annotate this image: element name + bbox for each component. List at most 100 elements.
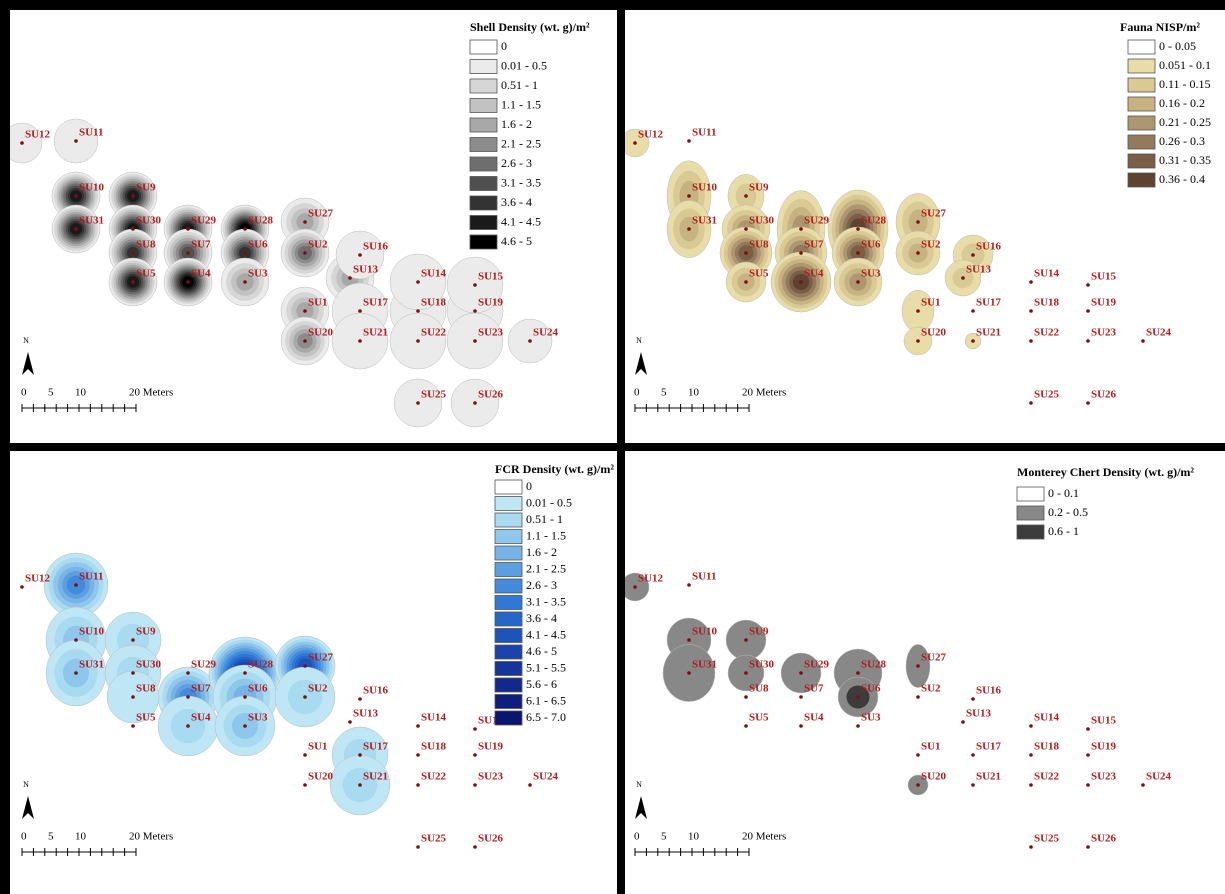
site-marker: [1141, 339, 1145, 343]
site-label: SU19: [478, 297, 504, 309]
legend-swatch: [469, 215, 498, 230]
site-marker: [473, 753, 477, 757]
site-marker: [74, 583, 78, 587]
legend-label: 0.51 - 1: [526, 512, 563, 526]
site-marker: [856, 671, 860, 675]
legend-label: 0.16 - 0.2: [1159, 96, 1205, 110]
site-marker: [799, 227, 803, 231]
site-marker: [744, 227, 748, 231]
site-label: SU1: [308, 741, 328, 753]
site-label: SU7: [804, 239, 824, 251]
legend-label: 0.36 - 0.4: [1159, 172, 1205, 186]
site-marker: [348, 276, 352, 280]
site-marker: [856, 695, 860, 699]
site-label: SU29: [191, 659, 217, 671]
site-label: SU16: [363, 241, 389, 253]
site-marker: [856, 724, 860, 728]
site-marker: [358, 309, 362, 313]
site-label: SU8: [136, 239, 156, 251]
site-marker: [186, 280, 190, 284]
site-marker: [131, 227, 135, 231]
legend-swatch: [494, 479, 523, 495]
site-label: SU25: [421, 833, 447, 845]
legend-label: 1.1 - 1.5: [501, 97, 541, 111]
legend-swatch: [494, 562, 523, 577]
site-marker: [473, 283, 477, 287]
site-marker: [243, 671, 247, 675]
site-label: SU12: [638, 573, 664, 585]
legend-swatch: [1127, 77, 1156, 93]
site-label: SU9: [136, 182, 156, 194]
legend-label: 1.1 - 1.5: [526, 528, 566, 542]
site-marker: [243, 251, 247, 255]
legend-swatch: [1127, 58, 1156, 74]
legend-swatch: [494, 644, 523, 660]
legend-swatch: [494, 628, 523, 643]
site-label: SU10: [79, 182, 105, 194]
legend-swatch: [469, 195, 498, 211]
site-marker: [20, 141, 24, 145]
site-marker: [358, 697, 362, 701]
legend-label: 0.2 - 0.5: [1048, 505, 1088, 519]
site-label: SU19: [1091, 297, 1117, 309]
site-label: SU24: [1146, 327, 1172, 339]
scale-label: 0: [634, 387, 640, 399]
site-label: SU25: [1034, 389, 1060, 401]
scale-label: 20 Meters: [742, 387, 786, 399]
legend-swatch: [1127, 115, 1156, 131]
site-marker: [971, 697, 975, 701]
site-marker: [744, 194, 748, 198]
legend-swatch: [469, 176, 498, 191]
site-label: SU17: [363, 297, 389, 309]
site-marker: [1029, 724, 1033, 728]
site-label: SU30: [749, 215, 775, 227]
site-label: SU27: [921, 652, 947, 664]
site-label: SU11: [692, 127, 716, 139]
scale-label: 0: [21, 831, 27, 843]
site-label: SU31: [692, 215, 717, 227]
site-label: SU25: [421, 389, 447, 401]
north-label: N: [23, 780, 29, 789]
site-label: SU5: [749, 712, 769, 724]
legend-label: 5.1 - 5.5: [526, 660, 566, 674]
site-label: SU2: [308, 239, 328, 251]
site-label: SU28: [861, 659, 887, 671]
site-marker: [1029, 401, 1033, 405]
north-arrow: [635, 796, 647, 819]
legend-swatch: [469, 59, 498, 74]
legend-label: 1.6 - 2: [501, 117, 532, 131]
north-arrow: [22, 796, 34, 819]
site-marker: [303, 309, 307, 313]
legend-label: 3.1 - 3.5: [526, 594, 566, 608]
site-marker: [799, 724, 803, 728]
site-label: SU21: [976, 327, 1001, 339]
site-marker: [473, 401, 477, 405]
site-label: SU5: [136, 268, 156, 280]
site-label: SU21: [363, 771, 388, 783]
legend-title: Fauna NISP/m²: [1120, 20, 1200, 34]
site-marker: [243, 695, 247, 699]
legend-swatch: [1127, 134, 1156, 150]
site-label: SU2: [308, 683, 328, 695]
map-panel: SU1 SU2 SU3 SU4 SU5 SU6 SU7 SU8 SU9 SU10 SU11 SU12 S…: [625, 451, 1225, 894]
site-marker: [633, 141, 637, 145]
legend-swatch: [494, 496, 523, 511]
site-label: SU11: [692, 571, 716, 583]
site-label: SU11: [79, 571, 103, 583]
site-label: SU23: [478, 327, 504, 339]
site-label: SU4: [191, 712, 211, 724]
legend-swatch: [494, 578, 523, 594]
north-arrow: [22, 352, 34, 375]
site-label: SU14: [421, 712, 447, 724]
site-label: SU21: [976, 771, 1001, 783]
site-marker: [303, 664, 307, 668]
legend-label: 3.1 - 3.5: [501, 175, 541, 189]
site-marker: [744, 695, 748, 699]
site-marker: [186, 251, 190, 255]
site-marker: [74, 671, 78, 675]
north-arrow: [635, 352, 647, 375]
legend-label: 2.1 - 2.5: [501, 136, 541, 150]
site-marker: [416, 845, 420, 849]
scale-label: 5: [48, 387, 54, 399]
legend-title: Shell Density (wt. g)/m²: [470, 20, 590, 34]
